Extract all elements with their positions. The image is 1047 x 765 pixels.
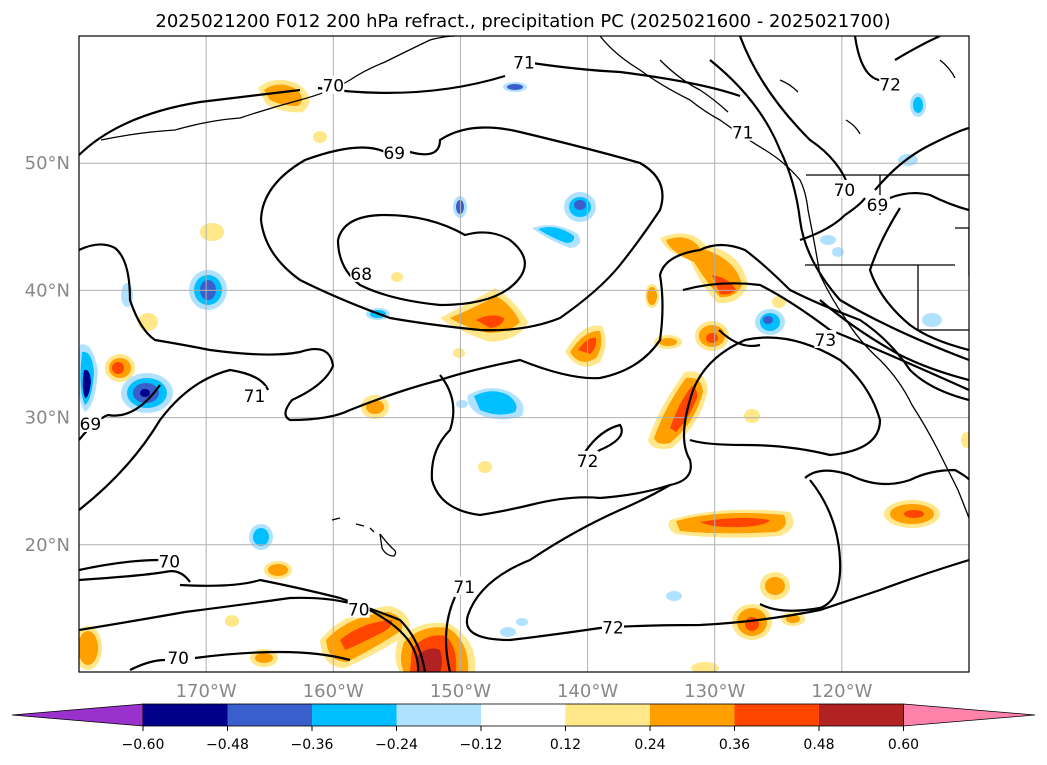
contour-label: 72 (879, 74, 902, 95)
contour-label: 71 (731, 122, 754, 144)
contour-label: 72 (602, 617, 624, 638)
colorbar-tick-label: 0.12 (550, 737, 581, 753)
colorbar-extend-max (903, 703, 1036, 727)
contour-label: 70 (833, 179, 856, 201)
colorbar-extend-min (11, 703, 144, 727)
contour-label-bg (866, 195, 889, 214)
chart-title: 2025021200 F012 200 hPa refract., precip… (155, 11, 890, 32)
colorbar-segment (481, 704, 566, 726)
colorbar: −0.60 −0.48 −0.36 −0.24 −0.12 0.12 0.24 0.36 0.4… (11, 703, 1036, 753)
x-axis-ticks: 170°W 160°W 150°W 140°W 130°W 120°W (176, 681, 873, 702)
contour-label-bg (347, 599, 370, 618)
contour-label-text: 72 (602, 618, 624, 638)
contour-label-bg (731, 122, 754, 141)
contour-label: 69 (383, 143, 406, 164)
contour-label-bg (79, 413, 102, 432)
x-tick-label: 170°W (176, 681, 237, 702)
contour-label-text: 72 (879, 75, 901, 95)
contour-label: 71 (243, 385, 266, 407)
y-tick-label: 30°N (25, 408, 70, 429)
contour-label-bg (602, 617, 624, 636)
contour-label: 70 (322, 75, 345, 97)
contour-label: 70 (158, 551, 181, 572)
colorbar-tick-label: −0.48 (206, 737, 249, 753)
contour-label-bg (879, 74, 902, 93)
contour-label-bg (322, 75, 345, 94)
contour-label: 71 (453, 576, 476, 598)
colorbar-segment (650, 704, 735, 726)
contour-label-text: 70 (322, 77, 344, 97)
colorbar-tick-label: 0.36 (719, 737, 750, 753)
y-axis-ticks: 20°N 30°N 40°N 50°N (25, 153, 70, 556)
colorbar-segment (565, 704, 650, 726)
contour-label: 68 (350, 263, 373, 285)
contour-label: 71 (513, 52, 535, 74)
colorbar-tick-label: 0.48 (803, 737, 834, 753)
contour-label: 69 (79, 413, 102, 435)
x-tick-label: 140°W (557, 681, 618, 702)
x-tick-label: 130°W (684, 681, 745, 702)
colorbar-tick-label: −0.12 (460, 737, 503, 753)
x-tick-label: 120°W (811, 681, 872, 702)
contour-label-text: 70 (348, 601, 370, 621)
contour-label-text: 68 (350, 265, 372, 285)
contour-label-text: 69 (867, 196, 889, 216)
colorbar-segment (227, 704, 312, 726)
colorbar-tick-label: 0.60 (888, 737, 919, 753)
coastlines (100, 36, 969, 557)
contour-label: 73 (814, 330, 837, 351)
contour-label-text: 70 (167, 649, 189, 669)
contour-label: 72 (576, 450, 599, 472)
contour-label-bg (576, 450, 599, 469)
contour-label-text: 71 (513, 54, 535, 74)
contour-label-bg (243, 385, 266, 404)
colorbar-segment (396, 704, 481, 726)
contour-label-text: 70 (834, 181, 856, 201)
colorbar-segment (819, 704, 904, 726)
contour-label: 70 (347, 599, 370, 621)
contour-label: 70 (167, 648, 190, 669)
x-tick-label: 160°W (303, 681, 364, 702)
contour-label-bg (513, 52, 535, 71)
map-gridlines (79, 36, 969, 672)
contour-label-text: 72 (577, 452, 599, 472)
y-tick-label: 50°N (25, 153, 70, 174)
colorbar-frame (142, 703, 904, 727)
refractivity-contours (79, 36, 969, 672)
colorbar-tick-label: 0.24 (634, 737, 665, 753)
contour-label-bg (453, 576, 476, 595)
contour-label-text: 69 (383, 144, 405, 164)
y-tick-label: 20°N (25, 535, 70, 556)
contour-labels: 71 70 69 68 71 69 72 70 70 71 72 70 72 71 70 69 73 (79, 52, 902, 669)
contour-label-bg (350, 263, 373, 282)
contour-label-text: 71 (453, 578, 475, 598)
contour-label: 69 (866, 195, 889, 216)
y-tick-label: 40°N (25, 280, 70, 301)
contour-label-text: 71 (244, 387, 266, 407)
colorbar-tick-label: −0.36 (291, 737, 334, 753)
contour-label-text: 70 (158, 552, 180, 572)
contour-label-bg (833, 179, 856, 198)
contour-label-text: 73 (815, 331, 837, 351)
colorbar-segment (143, 704, 228, 726)
contour-label-bg (383, 143, 406, 162)
contour-label-text: 69 (80, 415, 102, 435)
colorbar-segment (734, 704, 819, 726)
x-tick-label: 150°W (430, 681, 491, 702)
contour-label-bg (814, 330, 837, 349)
map-frame (78, 35, 970, 673)
contour-label-bg (167, 648, 190, 667)
colorbar-segment (312, 704, 397, 726)
contour-label-bg (158, 551, 181, 570)
contour-label-text: 71 (732, 124, 754, 144)
colorbar-tick-label: −0.24 (375, 737, 418, 753)
colorbar-tick-label: −0.60 (122, 737, 165, 753)
map-area: 71 70 69 68 71 69 72 70 70 71 72 70 72 71 70 69 73 (79, 36, 969, 672)
